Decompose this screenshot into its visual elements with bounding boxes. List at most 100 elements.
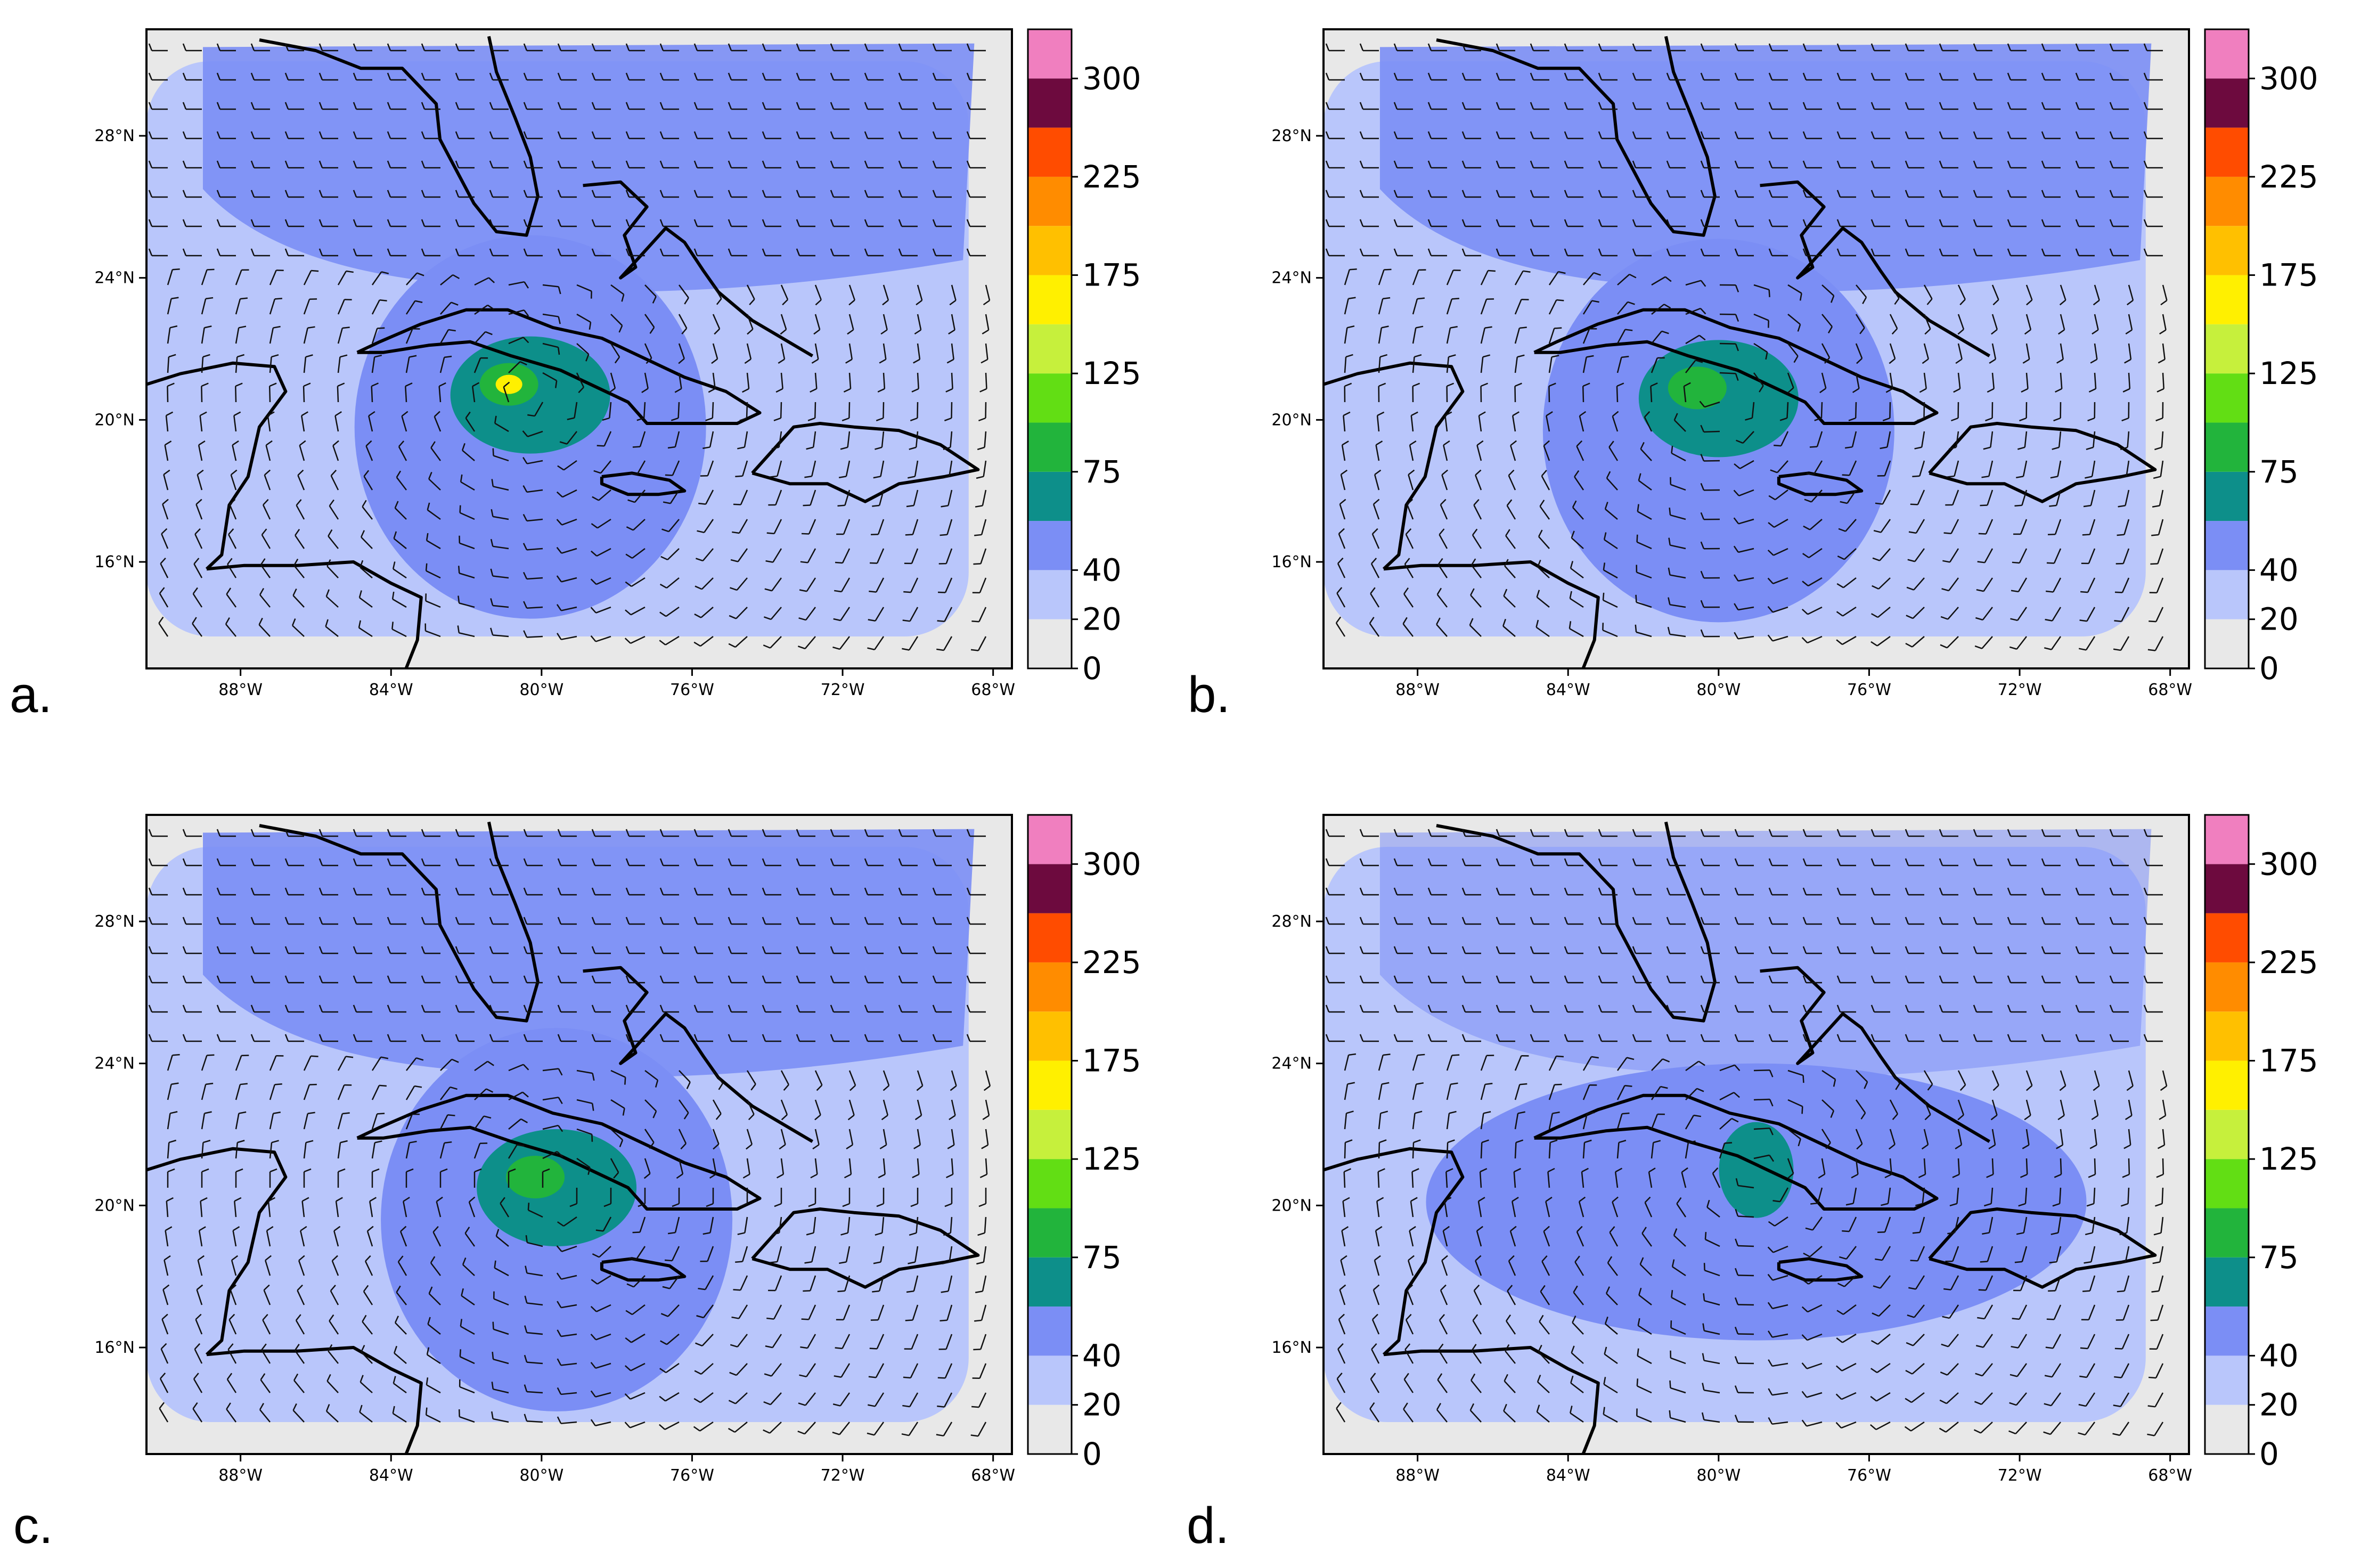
wind-barb [1841,1392,1857,1400]
wind-barb-flag [1939,1399,1947,1404]
wind-barb [602,1216,612,1231]
wind-barb-flag [1700,248,1705,256]
wind-barb-flag [1700,512,1705,520]
wind-barb-flag [369,1197,377,1202]
wind-barb-flag [265,440,273,446]
wind-barb [2091,460,2096,477]
lon-tick-label: 68°W [2148,681,2192,699]
wind-barb-flag [461,443,465,451]
wind-barb [811,1246,816,1262]
field-band-peak [1668,366,1727,410]
wind-barb-flag [182,829,187,837]
wind-barb [436,1201,442,1218]
wind-barb [707,460,714,476]
wind-barb-flag [377,327,385,329]
wind-barb [644,372,649,389]
wind-barb [1753,372,1764,386]
wind-barb [192,593,203,608]
wind-barb-flag [484,1115,492,1119]
wind-barb [813,1216,816,1233]
wind-barb [771,577,782,591]
wind-barb [1504,565,1516,578]
wind-barb-flag [524,1384,528,1392]
wind-barb [738,1304,748,1319]
wind-barb-flag [1905,1005,1909,1012]
wind-barb-flag [696,1315,704,1319]
wind-barb-flag [1824,357,1831,364]
wind-barb-flag [977,1232,985,1236]
wind-barb-flag [520,1118,528,1123]
wind-barb-flag [728,248,732,256]
wind-barb-flag [1981,476,1989,478]
wind-barb-flag [1530,1005,1534,1012]
wind-barb-flag [1551,355,1559,358]
colorbar-segment [2205,29,2249,79]
wind-barb-flag [517,1144,525,1147]
wind-barb [944,577,953,593]
wind-barb [361,1351,373,1364]
wind-barb-flag [1666,160,1671,168]
wind-barb-flag [2117,1290,2125,1293]
wind-barb-flag [1359,160,1364,168]
wind-barb [371,1114,378,1130]
wind-barb-flag [1872,585,1879,590]
wind-barb-flag [880,329,888,335]
wind-barb-flag [1371,1343,1377,1350]
wind-barb [1440,504,1448,520]
wind-barb-flag [1840,501,1848,504]
wind-barb-flag [284,917,289,925]
wind-barb [2156,577,2164,593]
wind-barb [2154,636,2164,651]
wind-barb-flag [353,72,357,80]
wind-barb [807,1334,816,1349]
wind-barb [561,1245,577,1252]
wind-barb [945,1334,953,1350]
wind-barb [167,386,169,403]
wind-barb-flag [394,1316,399,1324]
wind-barb-flag [392,1406,395,1414]
wind-barb-flag [659,1005,664,1012]
wind-barb-flag [2153,476,2161,479]
wind-barb [473,357,481,373]
wind-barb-flag [966,975,971,983]
wind-barb-flag [216,131,221,139]
wind-barb [1882,1246,1891,1261]
wind-barb-flag [1939,248,1943,256]
wind-barb-flag [421,975,426,983]
wind-barb-flag [1870,1340,1878,1345]
wind-barb-flag [1348,1053,1357,1056]
wind-barb-flag [1427,72,1432,80]
wind-barb-flag [801,1318,809,1320]
wind-barb [1408,474,1414,491]
wind-barb [876,577,885,593]
wind-barb-flag [2075,160,2080,168]
wind-barb-flag [1859,327,1865,334]
wind-barb-flag [523,858,528,866]
wind-barb-flag [877,388,885,393]
wind-barb [1843,1304,1857,1315]
wind-barb-flag [489,43,494,51]
wind-barb-flag [368,411,375,416]
wind-barb [1809,1246,1823,1257]
wind-barb [1376,415,1380,432]
wind-barb [1670,484,1686,491]
wind-barb [946,1304,953,1321]
wind-barb-flag [914,1115,922,1121]
wind-barb-flag [326,1374,331,1382]
wind-barb-flag [1872,1312,1880,1317]
wind-barb-flag [1700,1005,1705,1012]
wind-barb [712,1129,720,1145]
wind-barb [1952,1246,1959,1262]
wind-barb-flag [1393,1034,1398,1042]
wind-barb [1982,607,1993,620]
wind-barb-flag [2122,1173,2130,1178]
wind-barb-flag [737,446,745,450]
wind-barb-flag [762,1034,766,1042]
wind-barb-flag [706,1203,714,1207]
wind-barb [192,1408,203,1423]
wind-barb [712,1099,722,1114]
wind-barb-flag [2045,618,2053,622]
wind-barb-flag [1517,354,1525,358]
lon-tick-label: 88°W [1395,681,1440,699]
wind-barb-flag [2109,72,2114,80]
